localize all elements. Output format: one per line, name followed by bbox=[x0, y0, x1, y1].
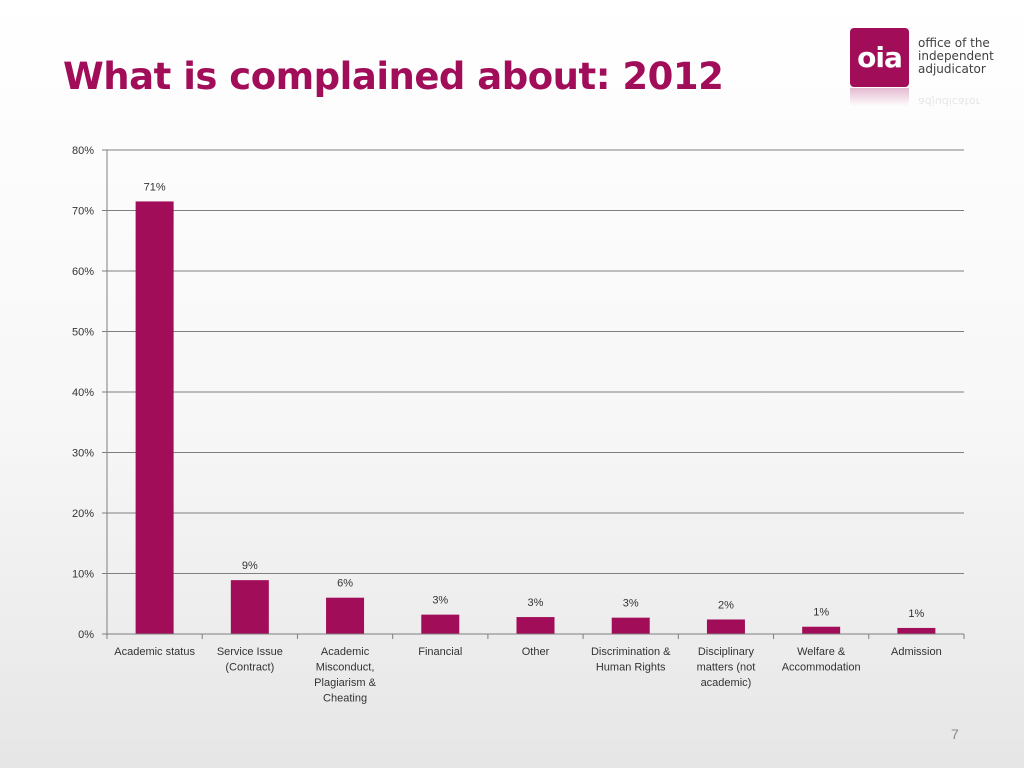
slide-title: What is complained about: 2012 bbox=[63, 55, 724, 98]
oia-logo-mark: oia bbox=[857, 41, 903, 74]
data-label: 6% bbox=[337, 578, 353, 590]
bar bbox=[326, 597, 365, 634]
category-label-line: Service Issue bbox=[217, 646, 283, 658]
y-tick-label: 0% bbox=[78, 629, 94, 641]
page-number: 7 bbox=[951, 726, 959, 742]
category-label: Financial bbox=[418, 646, 462, 658]
oia-logo: oia office of the independent adjudicato… bbox=[850, 28, 1000, 108]
bar bbox=[421, 614, 460, 634]
category-label: Discrimination & Human Rights bbox=[591, 646, 671, 674]
category-label-line: Misconduct, bbox=[316, 662, 375, 674]
category-label: Academic status bbox=[114, 646, 195, 658]
y-tick-label: 70% bbox=[72, 206, 94, 218]
bar bbox=[516, 617, 555, 634]
category-label-line: matters (not bbox=[697, 662, 756, 674]
y-tick-label: 30% bbox=[72, 448, 94, 460]
y-tick-label: 40% bbox=[72, 387, 94, 399]
data-label: 3% bbox=[528, 597, 544, 609]
category-label-line: academic) bbox=[701, 677, 752, 689]
category-label-line: Human Rights bbox=[596, 662, 666, 674]
category-label-line: Other bbox=[522, 646, 550, 658]
category-label: Welfare & Accommodation bbox=[782, 646, 861, 674]
oia-logo-box: oia bbox=[850, 28, 909, 87]
category-label-line: Accommodation bbox=[782, 662, 861, 674]
logo-line-1: office of the bbox=[918, 36, 990, 50]
bar bbox=[135, 201, 174, 635]
category-label-line: Discrimination & bbox=[591, 646, 671, 658]
category-label: Admission bbox=[891, 646, 942, 658]
y-tick-label: 80% bbox=[72, 145, 94, 157]
category-label: Disciplinary matters (not academic) bbox=[697, 646, 756, 689]
category-label: Academic Misconduct, Plagiarism & Cheating bbox=[314, 646, 376, 705]
category-label: Other bbox=[522, 646, 550, 658]
bar bbox=[802, 626, 841, 634]
logo-line-2: independent bbox=[918, 49, 994, 63]
data-label: 3% bbox=[623, 598, 639, 610]
bar bbox=[230, 580, 269, 634]
category-label-line: Academic bbox=[321, 646, 370, 658]
bar bbox=[611, 617, 650, 634]
data-label: 1% bbox=[908, 608, 924, 620]
category-label-line: Admission bbox=[891, 646, 942, 658]
oia-logo-text: office of the independent adjudicator bbox=[918, 37, 994, 76]
logo-line-3: adjudicator bbox=[918, 62, 986, 76]
category-label-line: Cheating bbox=[323, 693, 367, 705]
category-label: Service Issue (Contract) bbox=[217, 646, 283, 674]
bar bbox=[706, 619, 745, 634]
category-label-line: (Contract) bbox=[225, 662, 274, 674]
data-label: 3% bbox=[432, 595, 448, 607]
category-label-line: Financial bbox=[418, 646, 462, 658]
category-label-line: Welfare & bbox=[797, 646, 846, 658]
data-label: 2% bbox=[718, 599, 734, 611]
data-label: 1% bbox=[813, 607, 829, 619]
bar bbox=[897, 627, 936, 634]
data-label: 71% bbox=[144, 181, 166, 193]
data-label: 9% bbox=[242, 560, 258, 572]
oia-logo-reflection bbox=[850, 88, 909, 106]
category-label-line: Academic status bbox=[114, 646, 195, 658]
y-tick-label: 60% bbox=[72, 266, 94, 278]
category-label-line: Disciplinary bbox=[698, 646, 755, 658]
y-tick-label: 50% bbox=[72, 327, 94, 339]
category-label-line: Plagiarism & bbox=[314, 677, 376, 689]
y-tick-label: 10% bbox=[72, 569, 94, 581]
y-tick-label: 20% bbox=[72, 508, 94, 520]
